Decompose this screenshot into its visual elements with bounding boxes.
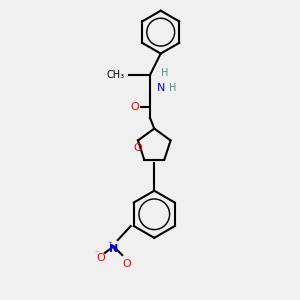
- Text: H: H: [169, 83, 177, 93]
- Text: ⁺: ⁺: [107, 240, 112, 249]
- Text: ⁻: ⁻: [94, 248, 99, 257]
- Text: O: O: [96, 253, 105, 263]
- Text: O: O: [122, 259, 131, 269]
- Text: O: O: [130, 102, 139, 112]
- Text: O: O: [134, 143, 142, 153]
- Text: H: H: [161, 68, 168, 78]
- Text: N: N: [109, 244, 118, 254]
- Text: CH₃: CH₃: [106, 70, 124, 80]
- Text: N: N: [156, 83, 165, 93]
